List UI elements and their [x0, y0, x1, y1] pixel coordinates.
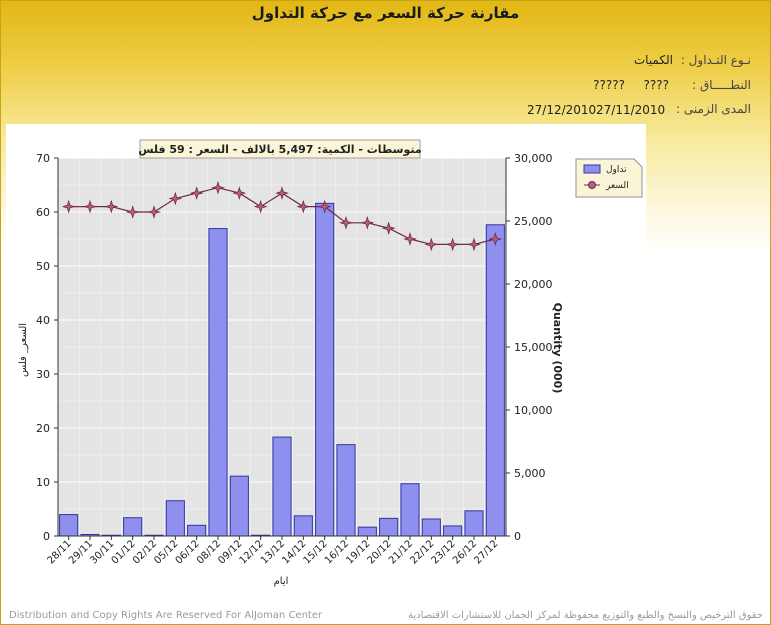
- legend-line-label: السعر: [605, 181, 629, 191]
- price-marker: [339, 215, 353, 230]
- quantity-bar: [315, 202, 335, 537]
- quantity-bar: [379, 517, 399, 537]
- legend-line-marker: [588, 181, 596, 189]
- price-marker: [317, 199, 332, 214]
- legend-bar-label: تداول: [606, 165, 627, 175]
- price-marker: [168, 191, 183, 206]
- x-axis-ticks: 28/1129/1130/1101/1202/1205/1206/1208/12…: [46, 536, 500, 567]
- price-marker: [296, 199, 311, 214]
- price-marker: [211, 180, 225, 195]
- quantity-bar: [464, 510, 484, 537]
- left-tick-label: 10: [36, 476, 50, 489]
- price-marker: [253, 199, 268, 214]
- right-tick-label: 20,000: [514, 278, 553, 291]
- left-tick-label: 60: [36, 206, 50, 219]
- vertical-grid: [78, 158, 486, 536]
- chart-svg: 0 10 20 30 40 50 60 70 0 5,000 10,000 15,000 20,000…: [18, 139, 643, 587]
- left-axis-ticks: 0 10 20 30 40 50 60 70: [36, 152, 58, 543]
- price-marker: [125, 205, 140, 219]
- price-marker: [360, 215, 375, 230]
- quantity-bar: [421, 518, 441, 537]
- price-marker: [403, 232, 417, 246]
- trade-type-value: الكميات: [633, 53, 673, 67]
- quantity-bar: [293, 515, 313, 537]
- x-axis-label: ايام: [274, 576, 289, 587]
- chart-panel: 0 10 20 30 40 50 60 70 0 5,000 10,000 15,000 20,000…: [6, 124, 646, 600]
- quantity-bar: [336, 444, 356, 537]
- price-marker: [275, 186, 289, 200]
- price-marker: [424, 237, 439, 252]
- price-marker: [232, 186, 247, 200]
- sector-value-1: ????: [643, 78, 669, 92]
- sector-label: النطـــــاق :: [692, 78, 751, 92]
- quantity-bar: [485, 224, 505, 537]
- footer-copyright-ar: حقوق الترخيص والنسخ والطبع والتوزيع محفو…: [407, 610, 763, 621]
- price-marker: [445, 237, 460, 252]
- chart-subtitle-box: متوسطات - الكمية: 5,497 بالالف - السعر :…: [138, 139, 422, 159]
- left-tick-label: 40: [36, 314, 50, 327]
- period-label: المدى الزمنى :: [676, 102, 751, 116]
- quantity-bar: [123, 517, 143, 537]
- period-to: 27/12/2010: [527, 103, 597, 117]
- chart-subtitle: متوسطات - الكمية: 5,497 بالالف - السعر :…: [138, 143, 421, 156]
- quantity-bar: [59, 514, 79, 537]
- price-marker: [61, 199, 76, 214]
- sector-value-2: ?????: [593, 78, 625, 92]
- legend-bar-swatch: [583, 164, 601, 174]
- quantity-bar: [400, 483, 420, 537]
- x-tick-label: 27/12: [472, 538, 500, 566]
- right-axis-ticks: 0 5,000 10,000 15,000 20,000 25,000 30,000: [506, 152, 553, 543]
- quantity-bar: [272, 436, 292, 537]
- left-tick-label: 70: [36, 152, 50, 165]
- quantity-bar: [165, 500, 185, 537]
- price-marker: [147, 205, 161, 219]
- y-axis-right-label: Quantity (000): [551, 303, 564, 394]
- quantity-bar: [187, 524, 207, 537]
- price-marker: [488, 232, 503, 246]
- page-title: مقارنة حركة السعر مع حركة التداول: [251, 4, 520, 22]
- footer-copyright-en: Distribution and Copy Rights Are Reserve…: [9, 610, 323, 621]
- quantity-bar: [443, 525, 463, 537]
- quantity-bar: [208, 228, 228, 537]
- right-tick-label: 15,000: [514, 341, 553, 354]
- quantity-bars: [59, 202, 505, 537]
- price-marker: [83, 199, 97, 214]
- period-from: 27/11/2010: [596, 103, 666, 117]
- left-tick-label: 50: [36, 260, 50, 273]
- price-marker: [104, 199, 119, 214]
- trade-type-label: نـوع التـداول :: [680, 53, 751, 67]
- right-tick-label: 5,000: [514, 467, 546, 480]
- right-tick-label: 10,000: [514, 404, 553, 417]
- right-tick-label: 0: [514, 530, 521, 543]
- legend: تداول السعر: [575, 158, 643, 198]
- price-markers: [61, 180, 503, 252]
- quantity-bar: [357, 526, 377, 537]
- quantity-bar: [229, 475, 249, 537]
- left-tick-label: 0: [43, 530, 50, 543]
- price-marker: [189, 186, 204, 200]
- left-tick-label: 30: [36, 368, 50, 381]
- price-marker: [467, 237, 481, 252]
- y-axis-left-label: السعر_ فلس: [18, 323, 29, 377]
- right-tick-label: 30,000: [514, 152, 553, 165]
- right-tick-label: 25,000: [514, 215, 553, 228]
- price-marker: [381, 221, 396, 236]
- left-tick-label: 20: [36, 422, 50, 435]
